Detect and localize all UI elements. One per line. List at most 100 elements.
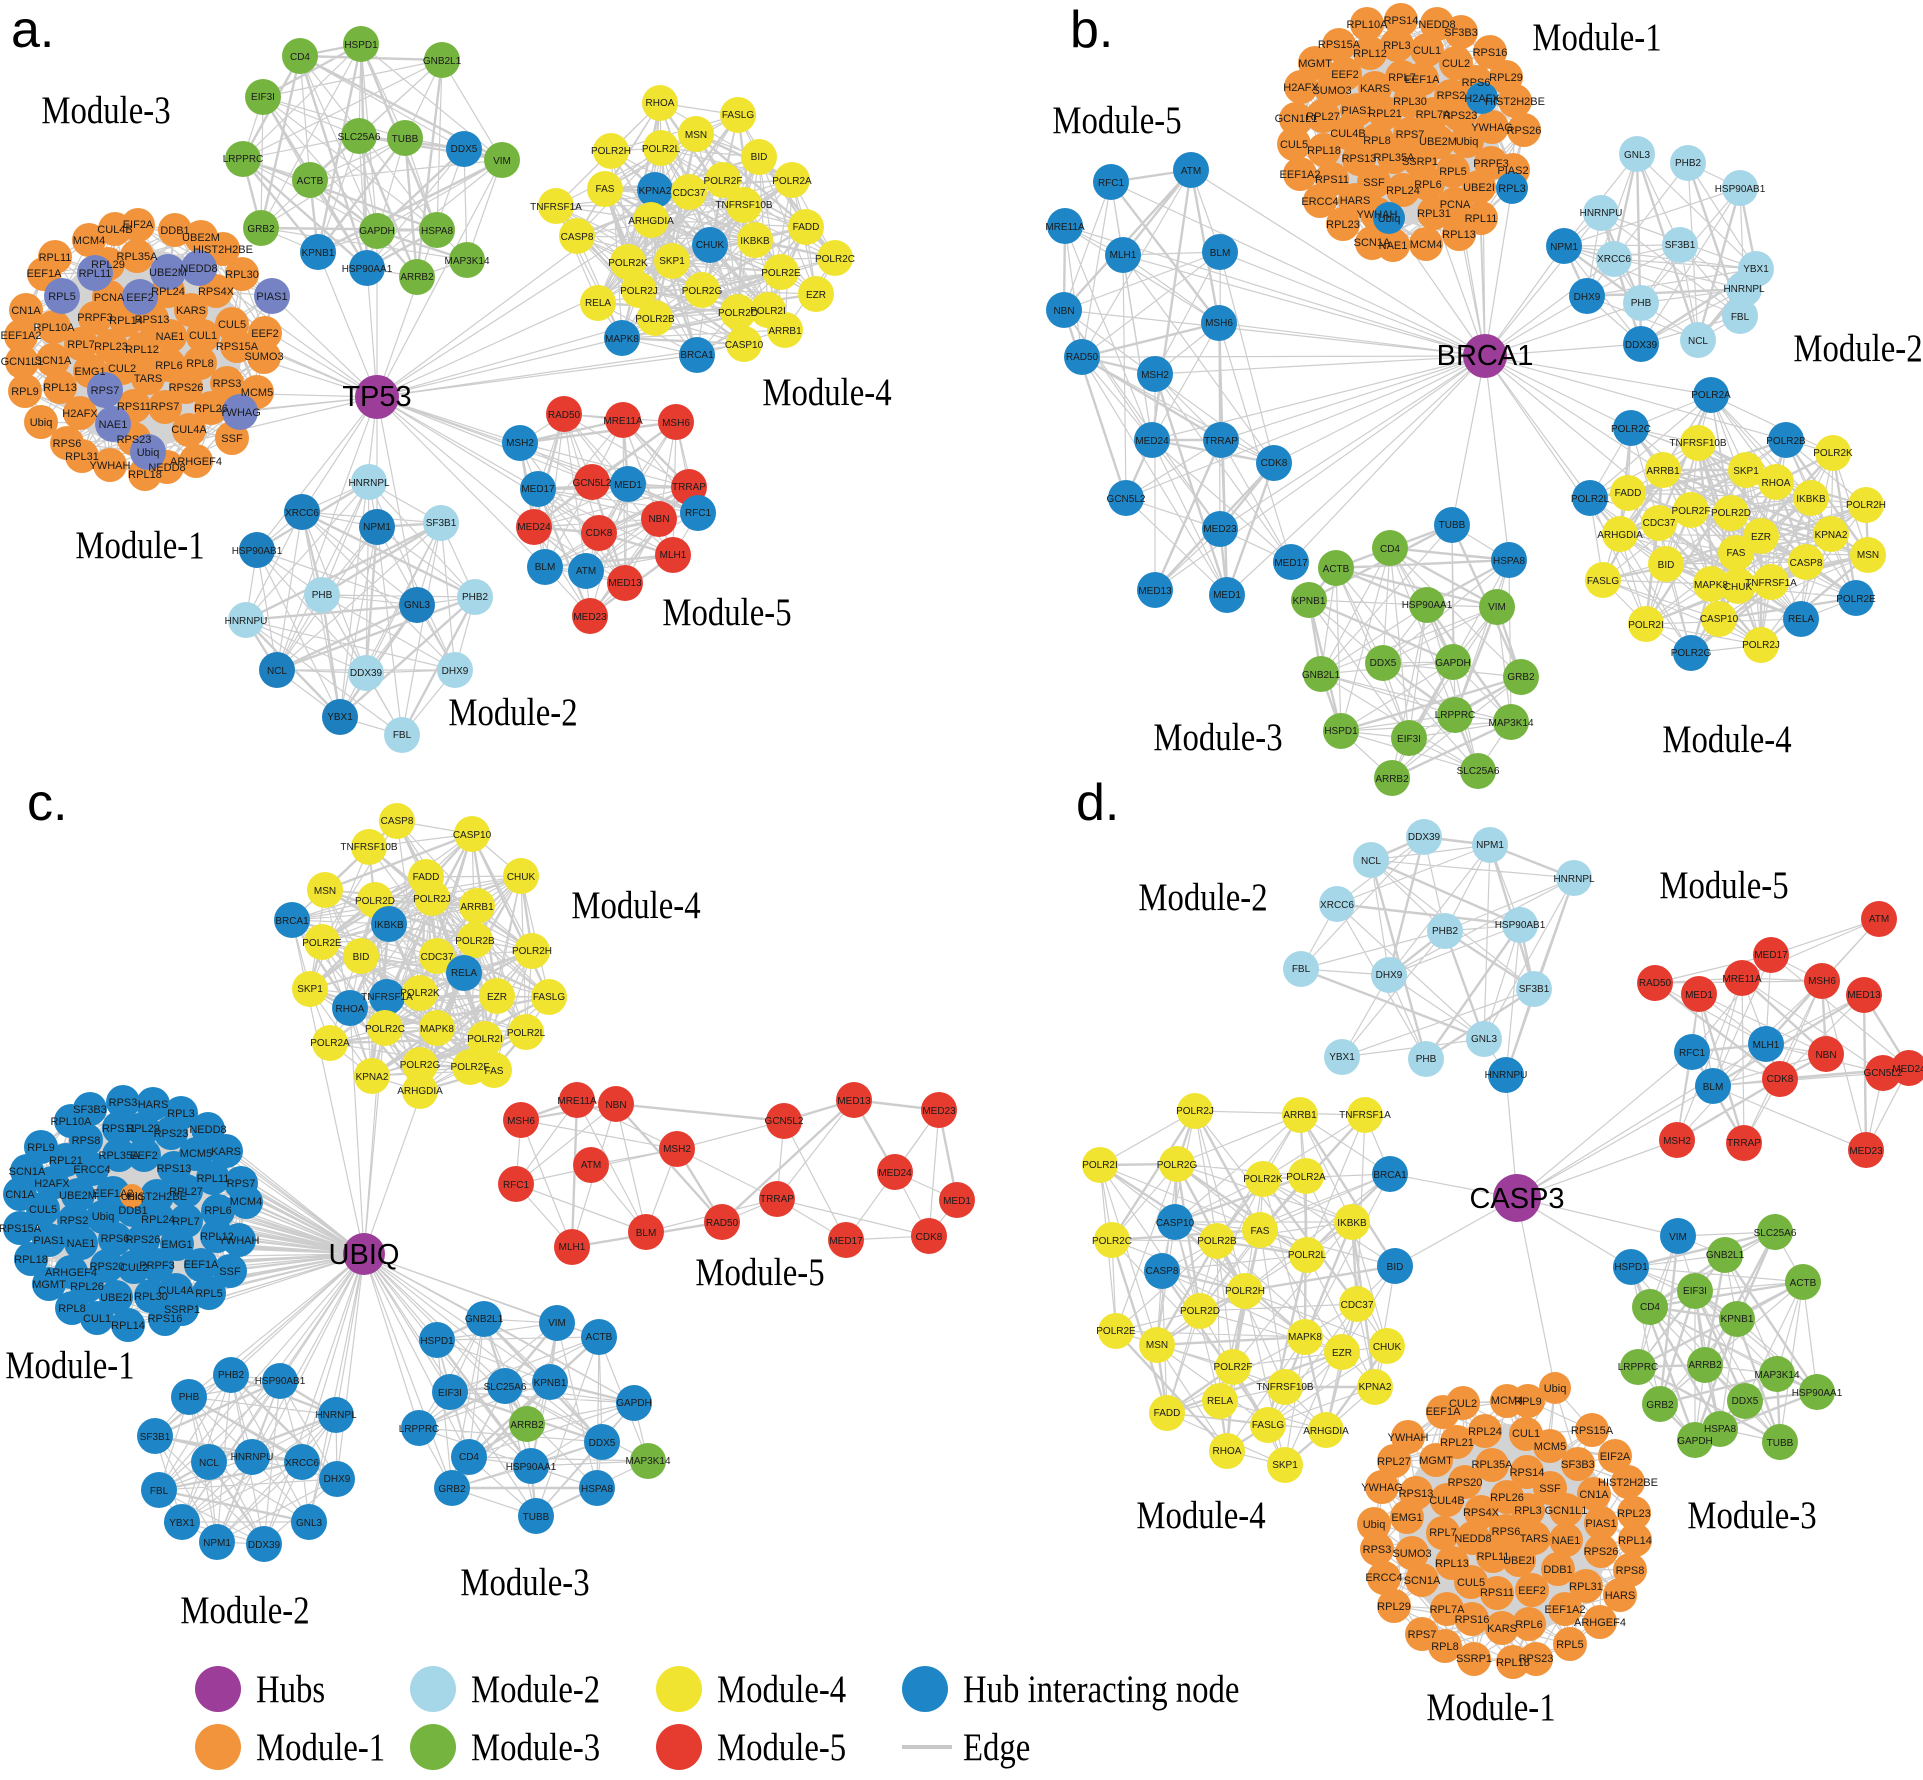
svg-text:Ubiq: Ubiq [30, 417, 53, 429]
svg-text:Hubs: Hubs [256, 1667, 325, 1710]
svg-text:MED17: MED17 [829, 1236, 863, 1247]
svg-text:UBE2I: UBE2I [1503, 1555, 1535, 1567]
svg-text:ACTB: ACTB [586, 1332, 613, 1343]
svg-text:IKBKB: IKBKB [740, 236, 770, 247]
svg-text:YBX1: YBX1 [1743, 264, 1769, 275]
svg-text:MCM4: MCM4 [73, 235, 105, 247]
svg-text:RPL5: RPL5 [195, 1288, 223, 1300]
svg-text:POLR2C: POLR2C [1611, 424, 1651, 435]
svg-text:ARHGEF4: ARHGEF4 [170, 456, 222, 468]
svg-text:CHUK: CHUK [1724, 582, 1753, 593]
svg-text:DDX5: DDX5 [589, 1438, 616, 1449]
svg-text:CN1A: CN1A [5, 1189, 35, 1201]
svg-text:BLM: BLM [636, 1228, 657, 1239]
svg-text:ARHGDIA: ARHGDIA [1303, 1426, 1349, 1437]
svg-text:ATM: ATM [1181, 166, 1201, 177]
svg-text:HNRNPU: HNRNPU [231, 1452, 274, 1463]
svg-text:SSF: SSF [219, 1266, 241, 1278]
svg-text:MED23: MED23 [573, 612, 607, 623]
svg-text:UBE2I: UBE2I [100, 1292, 132, 1304]
svg-text:Module-5: Module-5 [662, 590, 791, 633]
svg-text:POLR2D: POLR2D [355, 896, 395, 907]
svg-text:ACTB: ACTB [1790, 1278, 1817, 1289]
svg-text:YBX1: YBX1 [1329, 1052, 1355, 1063]
svg-text:RPL18: RPL18 [1496, 1657, 1530, 1669]
svg-text:CUL2: CUL2 [1442, 58, 1470, 70]
svg-text:RPL8: RPL8 [1431, 1641, 1459, 1653]
svg-text:RPS20: RPS20 [90, 1261, 125, 1273]
svg-text:EEF2: EEF2 [1331, 69, 1359, 81]
svg-text:RPS11: RPS11 [1480, 1587, 1514, 1599]
svg-text:RPL35A: RPL35A [117, 251, 159, 263]
svg-text:Module-2: Module-2 [448, 690, 577, 733]
svg-text:GNL3: GNL3 [1471, 1034, 1498, 1045]
svg-text:HIST2H2BE: HIST2H2BE [193, 244, 253, 256]
svg-text:TNFRSF10B: TNFRSF10B [1256, 1382, 1314, 1393]
svg-text:HSPD1: HSPD1 [420, 1336, 454, 1347]
svg-text:SSF: SSF [221, 433, 243, 445]
svg-text:HSPA8: HSPA8 [1493, 556, 1525, 567]
svg-text:MSH6: MSH6 [1808, 976, 1836, 987]
svg-text:POLR2J: POLR2J [1176, 1106, 1214, 1117]
svg-text:MGMT: MGMT [1419, 1455, 1453, 1467]
svg-text:NPM1: NPM1 [1550, 242, 1578, 253]
svg-text:ARRB1: ARRB1 [460, 902, 494, 913]
svg-text:RPS2: RPS2 [60, 1215, 89, 1227]
svg-text:PHB: PHB [312, 590, 333, 601]
svg-text:RELA: RELA [451, 968, 477, 979]
svg-text:CUL2: CUL2 [108, 363, 136, 375]
svg-text:ARHGEF4: ARHGEF4 [45, 1267, 97, 1279]
svg-text:MED17: MED17 [1274, 558, 1308, 569]
svg-text:RPS7: RPS7 [91, 385, 120, 397]
svg-text:RFC1: RFC1 [1679, 1048, 1706, 1059]
svg-text:Ubiq: Ubiq [121, 1191, 144, 1203]
svg-text:FASLG: FASLG [722, 110, 754, 121]
svg-text:POLR2K: POLR2K [1813, 448, 1853, 459]
svg-text:RPL26: RPL26 [1490, 1492, 1524, 1504]
svg-text:CASP3: CASP3 [1469, 1183, 1564, 1215]
svg-text:Module-5: Module-5 [695, 1250, 824, 1293]
svg-text:VIM: VIM [1669, 1232, 1687, 1243]
svg-text:POLR2C: POLR2C [365, 1024, 405, 1035]
svg-text:RPL5: RPL5 [48, 291, 76, 303]
svg-text:ERCC4: ERCC4 [73, 1164, 110, 1176]
svg-text:MAPK8: MAPK8 [1694, 580, 1728, 591]
svg-text:EIF2A: EIF2A [123, 219, 154, 231]
svg-text:RAD50: RAD50 [1639, 978, 1672, 989]
svg-text:RELA: RELA [1207, 1396, 1233, 1407]
svg-text:HIST2H2BE: HIST2H2BE [1598, 1477, 1658, 1489]
svg-text:NPM1: NPM1 [203, 1538, 231, 1549]
svg-text:UBE2M: UBE2M [1419, 136, 1457, 148]
svg-text:RPS4X: RPS4X [198, 286, 235, 298]
svg-text:POLR2A: POLR2A [1691, 390, 1731, 401]
svg-text:KPNB1: KPNB1 [302, 248, 335, 259]
svg-text:HARS: HARS [1605, 1590, 1636, 1602]
svg-text:GAPDH: GAPDH [359, 226, 395, 237]
svg-text:PHB: PHB [1416, 1054, 1437, 1065]
svg-text:LRPPRC: LRPPRC [1435, 710, 1476, 721]
svg-text:CUL4B: CUL4B [1429, 1495, 1464, 1507]
svg-text:GNB2L1: GNB2L1 [465, 1314, 504, 1325]
svg-text:RPS15A: RPS15A [1571, 1425, 1614, 1437]
svg-text:GNL3: GNL3 [296, 1518, 323, 1529]
svg-text:RPL31: RPL31 [65, 451, 99, 463]
svg-text:MSN: MSN [685, 130, 707, 141]
svg-text:PRPF3: PRPF3 [77, 312, 112, 324]
svg-text:RPL13: RPL13 [43, 382, 77, 394]
svg-text:GAPDH: GAPDH [616, 1398, 652, 1409]
svg-text:H2AFX: H2AFX [62, 408, 98, 420]
svg-text:CUL1: CUL1 [1413, 45, 1441, 57]
svg-text:RHOA: RHOA [1213, 1446, 1242, 1457]
svg-text:CUL4B: CUL4B [97, 224, 132, 236]
svg-text:EEF2: EEF2 [126, 292, 154, 304]
svg-text:DDX39: DDX39 [1625, 340, 1658, 351]
svg-text:MAPK8: MAPK8 [420, 1024, 454, 1035]
svg-text:HIST2H2BE: HIST2H2BE [127, 1191, 187, 1203]
svg-text:EIF2A: EIF2A [1600, 1451, 1631, 1463]
svg-text:HIST2H2BE: HIST2H2BE [1485, 96, 1545, 108]
svg-text:FBL: FBL [393, 730, 412, 741]
svg-text:MED13: MED13 [837, 1096, 871, 1107]
svg-text:HSP90AB1: HSP90AB1 [1715, 184, 1766, 195]
svg-text:RPS23: RPS23 [154, 1128, 189, 1140]
svg-text:SLC25A6: SLC25A6 [1457, 766, 1500, 777]
